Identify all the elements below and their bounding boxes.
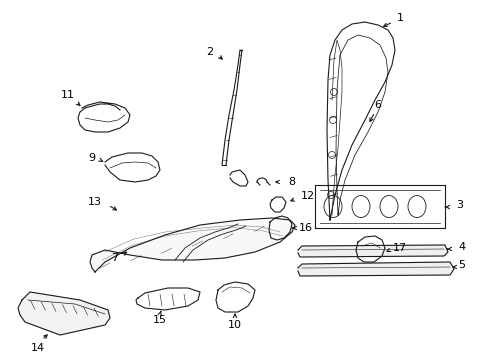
Text: 12: 12 <box>300 191 314 201</box>
Text: 7: 7 <box>111 253 118 263</box>
Text: 13: 13 <box>88 197 102 207</box>
Text: 6: 6 <box>374 100 381 110</box>
Text: 16: 16 <box>298 223 312 233</box>
Polygon shape <box>297 245 447 257</box>
Text: 3: 3 <box>456 200 463 210</box>
Text: 2: 2 <box>206 47 213 57</box>
Text: 8: 8 <box>288 177 295 187</box>
Text: 9: 9 <box>88 153 95 163</box>
Text: 4: 4 <box>458 242 465 252</box>
Text: 10: 10 <box>227 320 242 330</box>
Text: 15: 15 <box>153 315 167 325</box>
Polygon shape <box>90 218 294 272</box>
Text: 1: 1 <box>396 13 403 23</box>
Text: 11: 11 <box>61 90 75 100</box>
Text: 17: 17 <box>392 243 406 253</box>
Polygon shape <box>18 292 110 335</box>
Text: 14: 14 <box>31 343 45 353</box>
Text: 5: 5 <box>458 260 465 270</box>
Polygon shape <box>297 262 453 276</box>
